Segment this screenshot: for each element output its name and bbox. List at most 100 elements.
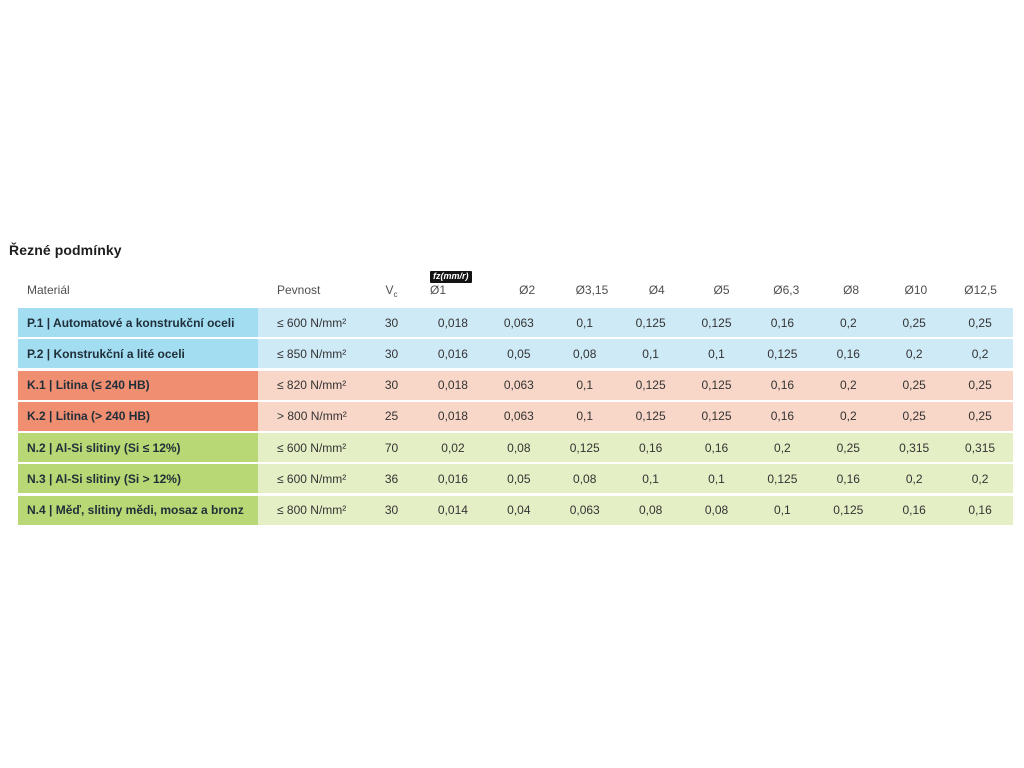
vc-cell: 30 [363, 308, 420, 337]
fz-value-cell: 0,125 [767, 471, 798, 486]
fz-value-cell: 0,16 [836, 471, 860, 486]
fz-value-cell: 0,08 [573, 471, 597, 486]
fz-value-cell: 0,1 [576, 409, 594, 424]
fz-value-cell: 0,2 [839, 409, 857, 424]
column-header-diameter: Ø4 [624, 271, 689, 297]
material-cell: K.2 | Litina (> 240 HB) [18, 401, 258, 431]
diameter-label: Ø6,3 [773, 283, 800, 297]
diameter-headers: fz(mm/r) Ø1 Ø2 Ø3,15 Ø4 Ø5 Ø6,3 Ø8 Ø10 Ø… [420, 271, 1013, 297]
fz-values: 0,014 0,04 0,063 0,08 0,08 0,1 0,125 0,16 0,16 [420, 495, 1013, 525]
pevnost-cell: ≤ 800 N/mm² [258, 495, 363, 525]
fz-value-cell: 0,125 [701, 315, 732, 330]
vc-cell: 30 [363, 495, 420, 525]
fz-value-cell: 0,25 [902, 315, 926, 330]
material-cell: P.2 | Konstrukční a lité oceli [18, 339, 258, 369]
fz-value-cell: 0,25 [968, 315, 992, 330]
fz-value-cell: 0,25 [968, 409, 992, 424]
diameter-label: Ø12,5 [964, 283, 997, 297]
pevnost-cell: > 800 N/mm² [258, 401, 363, 431]
fz-value-cell: 0,063 [503, 378, 534, 393]
column-header-diameter: Ø5 [689, 271, 754, 297]
table-row: K.1 | Litina (≤ 240 HB) ≤ 820 N/mm² 30 0… [18, 370, 1013, 400]
fz-value-cell: 0,1 [774, 503, 791, 518]
diameter-label: Ø2 [519, 283, 536, 297]
pevnost-cell: ≤ 600 N/mm² [258, 433, 363, 463]
fz-values: 0,016 0,05 0,08 0,1 0,1 0,125 0,16 0,2 0,2 [420, 339, 1013, 369]
table-row: K.2 | Litina (> 240 HB) > 800 N/mm² 25 0… [18, 401, 1013, 431]
fz-value-cell: 0,063 [503, 409, 534, 424]
fz-value-cell: 0,16 [704, 440, 729, 455]
column-header-diameter: Ø12,5 [948, 271, 1013, 297]
fz-value-cell: 0,08 [573, 346, 597, 361]
vc-cell: 36 [363, 464, 420, 494]
fz-value-cell: 0,018 [437, 315, 468, 330]
fz-value-cell: 0,2 [971, 346, 989, 361]
column-header-diameter: Ø10 [883, 271, 948, 297]
column-header-diameter: fz(mm/r) Ø1 [420, 271, 495, 297]
vc-cell: 30 [363, 339, 420, 369]
fz-values: 0,016 0,05 0,08 0,1 0,1 0,125 0,16 0,2 0,2 [420, 464, 1013, 494]
vc-subscript: c [393, 290, 398, 299]
table-row: P.2 | Konstrukční a lité oceli ≤ 850 N/m… [18, 339, 1013, 369]
fz-value-cell: 0,25 [968, 378, 992, 393]
fz-value-cell: 0,1 [708, 346, 725, 361]
fz-value-cell: 0,315 [965, 440, 996, 455]
fz-value-cell: 0,2 [774, 440, 791, 455]
fz-value-cell: 0,125 [701, 378, 732, 393]
fz-value-cell: 0,16 [902, 503, 926, 518]
table-row: P.1 | Automatové a konstrukční oceli ≤ 6… [18, 308, 1013, 337]
fz-value-cell: 0,125 [569, 440, 600, 455]
fz-value-cell: 0,16 [770, 409, 795, 424]
fz-value-cell: 0,014 [437, 503, 468, 518]
fz-value-cell: 0,2 [839, 378, 857, 393]
table-row: N.4 | Měď, slitiny mědi, mosaz a bronz ≤… [18, 495, 1013, 525]
page-title: Řezné podmínky [9, 242, 122, 258]
fz-value-cell: 0,16 [770, 378, 795, 393]
vc-cell: 25 [363, 401, 420, 431]
fz-value-cell: 0,1 [642, 471, 659, 486]
fz-unit-badge: fz(mm/r) [430, 271, 472, 283]
fz-value-cell: 0,016 [437, 346, 468, 361]
table-row: N.2 | Al-Si slitiny (Si ≤ 12%) ≤ 600 N/m… [18, 433, 1013, 463]
pevnost-cell: ≤ 850 N/mm² [258, 339, 363, 369]
fz-value-cell: 0,25 [902, 378, 926, 393]
fz-value-cell: 0,1 [576, 378, 594, 393]
fz-value-cell: 0,125 [833, 503, 864, 518]
column-header-diameter: Ø2 [495, 271, 560, 297]
fz-value-cell: 0,125 [767, 346, 798, 361]
diameter-label: Ø5 [713, 283, 730, 297]
material-cell: N.4 | Měď, slitiny mědi, mosaz a bronz [18, 495, 258, 525]
vc-cell: 30 [363, 370, 420, 400]
diameter-label: Ø8 [843, 283, 860, 297]
fz-value-cell: 0,125 [635, 409, 666, 424]
fz-value-cell: 0,08 [638, 503, 663, 518]
column-header-diameter: Ø3,15 [560, 271, 625, 297]
diameter-label: Ø4 [648, 283, 665, 297]
fz-value-cell: 0,16 [638, 440, 663, 455]
pevnost-cell: ≤ 600 N/mm² [258, 464, 363, 494]
fz-value-cell: 0,1 [708, 471, 725, 486]
fz-value-cell: 0,016 [437, 471, 468, 486]
material-cell: P.1 | Automatové a konstrukční oceli [18, 308, 258, 337]
table-row: N.3 | Al-Si slitiny (Si > 12%) ≤ 600 N/m… [18, 464, 1013, 494]
fz-value-cell: 0,08 [704, 503, 729, 518]
fz-value-cell: 0,2 [971, 471, 989, 486]
diameter-label: Ø3,15 [575, 283, 609, 297]
fz-value-cell: 0,02 [441, 440, 465, 455]
table-body: P.1 | Automatové a konstrukční oceli ≤ 6… [18, 308, 1013, 525]
fz-value-cell: 0,063 [569, 503, 600, 518]
fz-value-cell: 0,1 [576, 315, 594, 330]
material-cell: K.1 | Litina (≤ 240 HB) [18, 370, 258, 400]
column-header-diameter: Ø8 [819, 271, 884, 297]
pevnost-cell: ≤ 820 N/mm² [258, 370, 363, 400]
fz-values: 0,02 0,08 0,125 0,16 0,16 0,2 0,25 0,315 0,315 [420, 433, 1013, 463]
cutting-conditions-table: Materiál Pevnost Vc fz(mm/r) Ø1 Ø2 Ø3,15… [18, 270, 1013, 527]
fz-value-cell: 0,16 [836, 346, 860, 361]
fz-value-cell: 0,05 [507, 471, 531, 486]
column-header-pevnost: Pevnost [277, 283, 321, 297]
vc-cell: 70 [363, 433, 420, 463]
fz-value-cell: 0,125 [635, 378, 666, 393]
column-header-material: Materiál [27, 283, 70, 297]
fz-value-cell: 0,125 [701, 409, 732, 424]
